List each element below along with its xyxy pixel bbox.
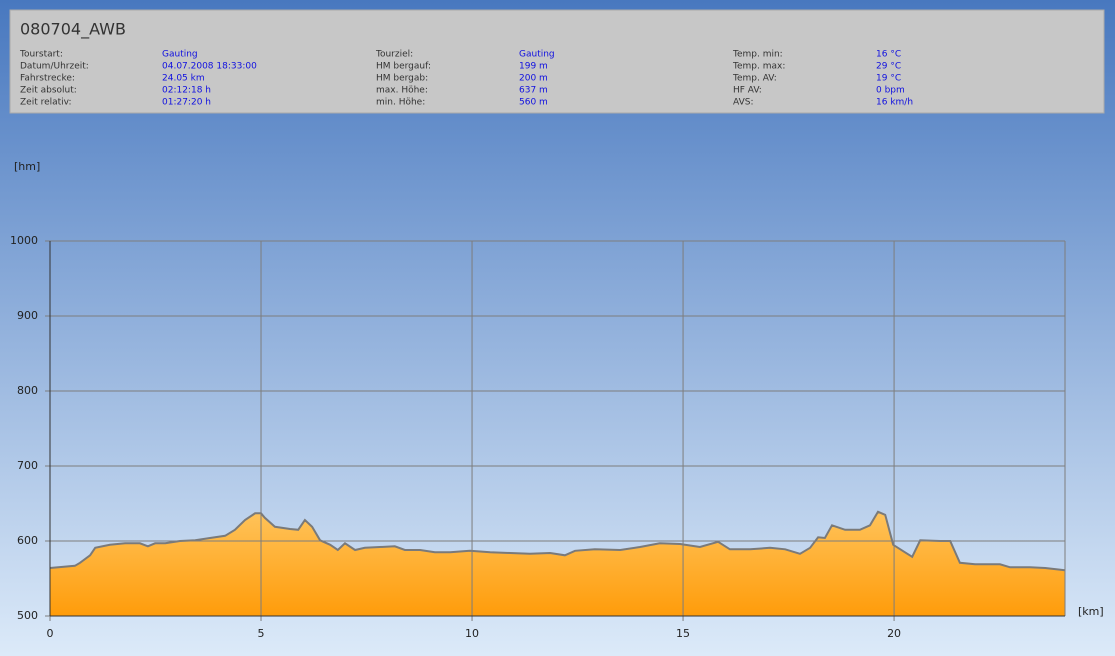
info-label: min. Höhe:	[376, 98, 425, 108]
info-value: 16 °C	[876, 50, 901, 60]
tour-title: 080704_AWB	[20, 20, 126, 40]
y-tick-label: 1000	[10, 234, 38, 247]
info-label: HM bergauf:	[376, 62, 431, 72]
elevation-line	[49, 510, 1066, 572]
elevation-area	[50, 511, 1065, 616]
info-value: 200 m	[519, 74, 548, 84]
info-value: 637 m	[519, 86, 548, 96]
info-value: 560 m	[519, 98, 548, 108]
x-tick-label: 20	[887, 627, 901, 640]
info-value: 02:12:18 h	[162, 86, 211, 96]
info-label: Temp. AV:	[732, 74, 777, 84]
x-tick-label: 15	[676, 627, 690, 640]
y-tick-label: 600	[17, 534, 38, 547]
x-tick-label: 5	[258, 627, 265, 640]
info-label: Datum/Uhrzeit:	[20, 62, 89, 72]
info-value: 16 km/h	[876, 98, 913, 108]
info-label: Zeit relativ:	[20, 98, 72, 108]
info-value: 19 °C	[876, 74, 901, 84]
info-value: 01:27:20 h	[162, 98, 211, 108]
info-label: Temp. max:	[732, 62, 785, 72]
info-value: Gauting	[519, 50, 555, 60]
info-value: 0 bpm	[876, 86, 905, 96]
info-value: 24.05 km	[162, 74, 205, 84]
info-panel	[9, 9, 1105, 114]
y-tick-label: 900	[17, 309, 38, 322]
info-label: Tourstart:	[19, 50, 63, 60]
y-tick-label: 800	[17, 384, 38, 397]
x-tick-label: 10	[465, 627, 479, 640]
y-tick-label: 500	[17, 609, 38, 622]
info-value: 199 m	[519, 62, 548, 72]
info-value: Gauting	[162, 50, 198, 60]
info-label: Tourziel:	[375, 50, 413, 60]
info-label: AVS:	[733, 98, 753, 108]
info-label: Zeit absolut:	[20, 86, 77, 96]
info-value: 04.07.2008 18:33:00	[162, 62, 257, 72]
x-axis-label: [km]	[1078, 605, 1104, 618]
y-axis-label: [hm]	[14, 160, 40, 173]
info-label: max. Höhe:	[376, 86, 428, 96]
info-label: HM bergab:	[376, 74, 428, 84]
info-label: Fahrstrecke:	[20, 74, 75, 84]
info-value: 29 °C	[876, 62, 901, 72]
info-label: HF AV:	[733, 86, 762, 96]
x-tick-label: 0	[47, 627, 54, 640]
info-label: Temp. min:	[732, 50, 783, 60]
y-tick-label: 700	[17, 459, 38, 472]
